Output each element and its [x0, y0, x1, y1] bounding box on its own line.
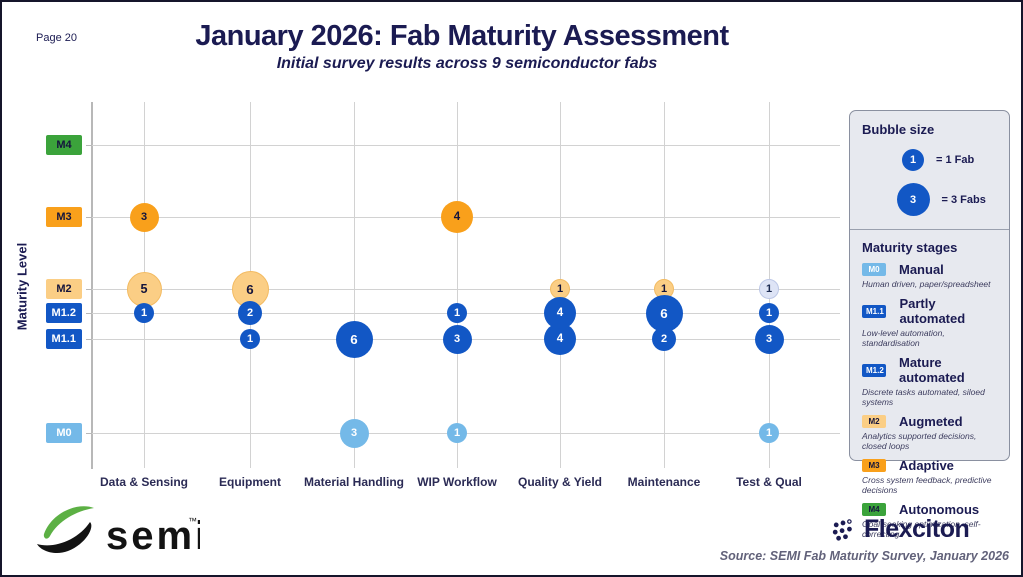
legend-bubble-size-item: 3 = 3 Fabs [862, 183, 997, 216]
legend-stage-description: Low-level automation, standardisation [862, 328, 945, 348]
legend-stage-item: M0 Manual Human driven, paper/spreadsheet [862, 262, 997, 289]
fab-count-bubble: 1 [550, 279, 570, 299]
legend-stage-name: Partly automated [899, 296, 966, 326]
fab-count-bubble: 3 [129, 202, 159, 232]
legend-stage-description: Goal-seeking optimization, self-correcti… [862, 519, 981, 539]
legend-stage-badge: M2 [862, 415, 886, 428]
x-axis-category-label: WIP Workflow [417, 475, 497, 489]
fab-count-bubble: 1 [759, 423, 779, 443]
fab-count-bubble: 4 [544, 297, 576, 329]
legend-stage-description: Analytics supported decisions, closed lo… [862, 431, 977, 451]
fab-count-bubble: 1 [134, 303, 154, 323]
legend-stage-description: Discrete tasks automated, siloed systems [862, 387, 985, 407]
legend-stage-name: Augmeted [899, 414, 963, 429]
legend-stage-badge: M1.2 [862, 363, 886, 377]
legend-stage-item: M1.1 Partly automated Low-level automation… [862, 296, 997, 348]
fab-count-bubble: 1 [654, 279, 674, 299]
fab-count-bubble: 4 [441, 201, 473, 233]
legend-stage-badge: M0 [862, 263, 886, 276]
fab-count-bubble: 1 [447, 303, 467, 323]
y-axis-level-badge-m3: M3 [46, 207, 82, 227]
y-axis-line [91, 102, 93, 469]
vertical-gridline [354, 102, 355, 468]
legend-maturity-stages-title: Maturity stages [862, 240, 958, 255]
y-axis-tick [86, 339, 92, 340]
horizontal-gridline [92, 289, 840, 290]
fab-count-bubble: 1 [759, 303, 779, 323]
legend-stage-name: Adaptive [899, 458, 954, 473]
semi-logo: semi ™ [37, 506, 200, 558]
x-axis-category-label: Quality & Yield [517, 475, 603, 489]
vertical-gridline [457, 102, 458, 468]
legend-stage-item: M1.2 Mature automated Discrete tasks autom… [862, 355, 997, 407]
legend-bubble-size-circle: 1 [902, 149, 924, 171]
legend-panel: Bubble size 1 = 1 Fab 3 = 3 Fabs Maturity s… [849, 110, 1010, 539]
y-axis-level-badge-m2: M2 [46, 279, 82, 299]
legend-stage-item: M3 Adaptive Cross system feedback, predict… [862, 458, 997, 495]
legend-bubble-size-label: = 1 Fab [936, 154, 975, 166]
legend-stage-item: M2 Augmeted Analytics supported decisions,… [862, 414, 997, 451]
legend-stage-name: Manual [899, 262, 944, 277]
fab-count-bubble: 2 [238, 301, 262, 325]
fab-count-bubble: 3 [754, 324, 784, 354]
page-number-label: Page 20 [36, 32, 77, 44]
legend-bubble-size-title: Bubble size [862, 122, 935, 137]
page-subtitle: Initial survey results across 9 semicond… [276, 55, 658, 72]
fab-count-bubble: 6 [335, 320, 373, 358]
y-axis-level-badge-m0: M0 [46, 423, 82, 443]
fab-count-bubble: 5 [126, 271, 162, 307]
x-axis-category-label: Data & Sensing [99, 475, 189, 489]
fab-count-bubble: 3 [442, 324, 472, 354]
y-axis-tick [86, 433, 92, 434]
x-axis-category-label: Material Handling [303, 475, 404, 489]
legend-stage-description: Cross system feedback, predictive decisi… [862, 475, 992, 495]
y-axis-level-badge-m4: M4 [46, 135, 82, 155]
fab-count-bubble: 1 [240, 329, 260, 349]
source-attribution: Source: SEMI Fab Maturity Survey, Januar… [719, 549, 1009, 563]
flexciton-logo-text: Flexciton [864, 515, 970, 543]
legend-stage-badge: M1.1 [862, 304, 887, 318]
fab-count-bubble: 3 [339, 418, 369, 448]
legend-bubble-size-label: = 3 Fabs [941, 193, 986, 206]
svg-text:™: ™ [188, 516, 197, 526]
flexciton-logo: Flexciton [829, 515, 970, 544]
svg-text:semi: semi [106, 514, 200, 558]
semi-logo-green-swoosh [43, 506, 94, 539]
legend-stage-badge: M4 [862, 503, 886, 516]
y-axis-tick [86, 289, 92, 290]
legend-stage-name: Mature automated [899, 355, 965, 385]
fab-count-bubble: 1 [447, 423, 467, 443]
flexciton-dots-icon [832, 518, 852, 541]
semi-logo-black-swoosh [37, 522, 92, 554]
legend-maturity-stages-section: Maturity stages M0 Manual Human driven, pa… [850, 230, 1009, 539]
x-axis-category-label: Equipment [219, 475, 281, 489]
y-axis-tick [86, 313, 92, 314]
legend-stage-badge: M3 [862, 459, 886, 472]
legend-bubble-size-section: Bubble size 1 = 1 Fab 3 = 3 Fabs [850, 111, 1009, 230]
legend-stage-item: M4 Autonomous Goal-seeking optimization, s… [862, 502, 997, 539]
y-axis-level-badge-m1.2: M1.2 [45, 303, 82, 323]
x-axis-category-label: Test & Qual [736, 475, 802, 489]
y-axis-tick [86, 145, 92, 146]
fab-count-bubble: 6 [645, 294, 683, 332]
legend-stage-description: Human driven, paper/spreadsheet [862, 279, 991, 289]
y-axis-tick [86, 217, 92, 218]
legend-bubble-size-item: 1 = 1 Fab [862, 149, 997, 171]
page-title: January 2026: Fab Maturity Assessment [195, 20, 729, 52]
x-axis-category-label: Maintenance [627, 475, 701, 489]
legend-bubble-size-circle: 3 [896, 183, 930, 216]
horizontal-gridline [92, 145, 840, 146]
legend-stage-name: Autonomous [899, 502, 980, 517]
y-axis-level-badge-m1.1: M1.1 [45, 329, 82, 349]
fab-count-bubble: 1 [759, 279, 779, 299]
y-axis-title: Maturity Level [14, 242, 30, 331]
